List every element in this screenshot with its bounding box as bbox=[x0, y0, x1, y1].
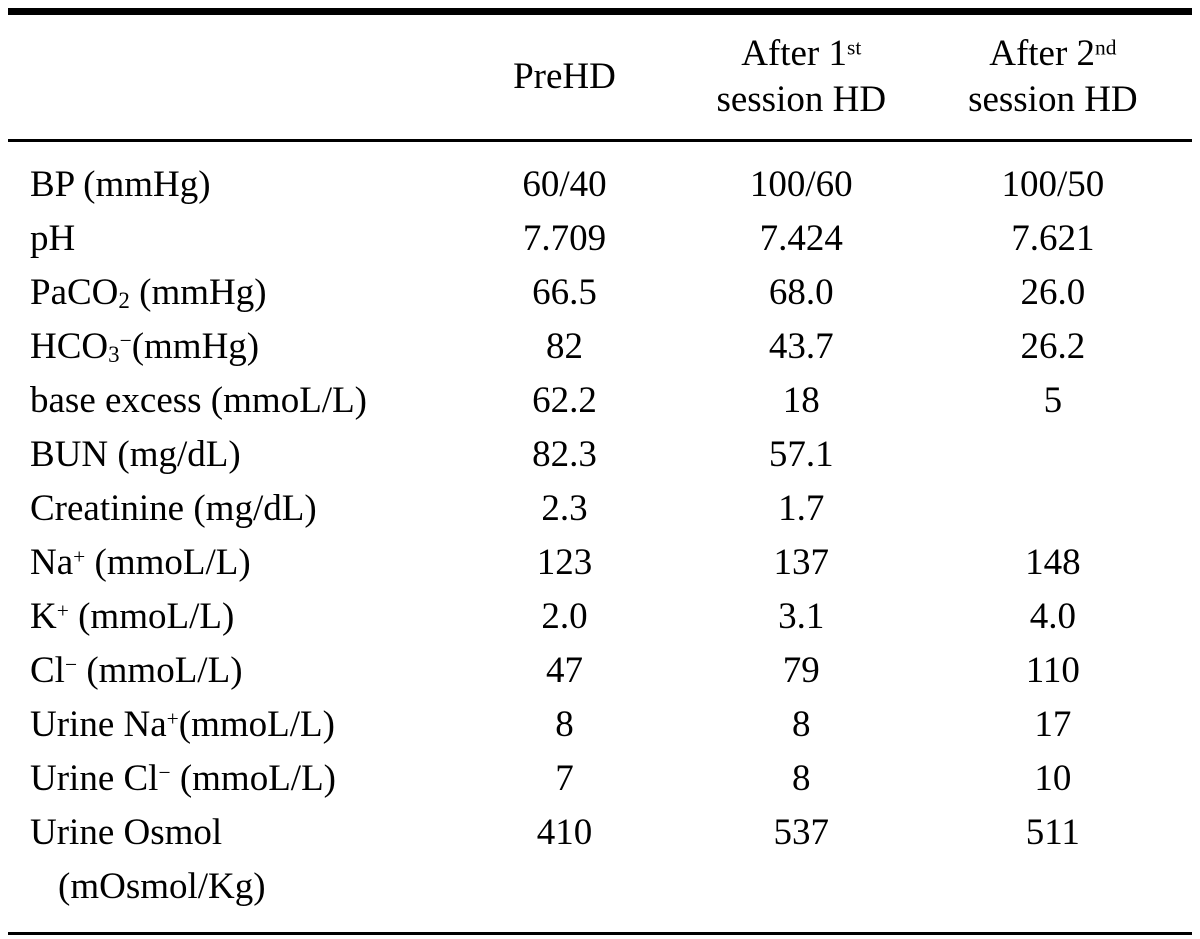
cell-prehd: 62.2 bbox=[532, 380, 597, 421]
ordinal-superscript: st bbox=[847, 35, 862, 60]
cell-after-1st: 68.0 bbox=[768, 272, 834, 313]
cell-after-1st: 137 bbox=[773, 542, 830, 583]
cell-after-2nd: 10 bbox=[1034, 758, 1072, 799]
cell-prehd: 2.0 bbox=[541, 596, 588, 637]
table-row-na: Na+ (mmoL/L) 123 137 148 bbox=[8, 536, 1192, 590]
column-header-line2: session HD bbox=[968, 79, 1138, 120]
cell-after-2nd bbox=[914, 428, 1192, 482]
row-label: K+ (mmoL/L) bbox=[30, 596, 235, 637]
table-row-creatinine: Creatinine (mg/dL) 2.3 1.7 bbox=[8, 482, 1192, 536]
header-row: PreHD After 1st session HD After 2nd sessi… bbox=[8, 11, 1192, 142]
corner-blank-cell bbox=[8, 11, 441, 142]
cell-after-1st: 3.1 bbox=[778, 596, 825, 637]
cell-after-1st: 100/60 bbox=[749, 164, 853, 205]
cell-prehd: 82.3 bbox=[532, 434, 597, 475]
cell-after-1st: 537 bbox=[773, 812, 830, 853]
column-header-line1: PreHD bbox=[513, 56, 616, 97]
cell-after-2nd: 26.2 bbox=[1020, 326, 1086, 367]
ordinal-superscript: nd bbox=[1095, 35, 1117, 60]
column-header-line1: After 1st bbox=[741, 33, 862, 74]
lab-results-table: PreHD After 1st session HD After 2nd sessi… bbox=[8, 8, 1192, 935]
cell-after-2nd: 7.621 bbox=[1011, 218, 1095, 259]
table-row-k: K+ (mmoL/L) 2.0 3.1 4.0 bbox=[8, 590, 1192, 644]
cell-after-2nd: 4.0 bbox=[1029, 596, 1076, 637]
row-label: Urine Na+(mmoL/L) bbox=[30, 704, 335, 745]
row-label: BP (mmHg) bbox=[30, 164, 211, 205]
table-row-urine-osmol: Urine Osmol (mOsmol/Kg) 410 537 511 bbox=[8, 806, 1192, 934]
cell-after-2nd: 17 bbox=[1034, 704, 1072, 745]
row-label: pH bbox=[30, 218, 76, 259]
table-row-hco3: HCO3−(mmHg) 82 43.7 26.2 bbox=[8, 320, 1192, 374]
cell-prehd: 47 bbox=[545, 650, 583, 691]
cell-prehd: 123 bbox=[536, 542, 593, 583]
cell-after-2nd: 5 bbox=[1043, 380, 1063, 421]
cell-after-1st: 1.7 bbox=[778, 488, 825, 529]
column-header-line2: session HD bbox=[716, 79, 887, 120]
paper-table-page: PreHD After 1st session HD After 2nd sessi… bbox=[0, 8, 1200, 939]
row-label: base excess (mmoL/L) bbox=[30, 380, 367, 421]
cell-prehd: 66.5 bbox=[532, 272, 597, 313]
table-row-bun: BUN (mg/dL) 82.3 57.1 bbox=[8, 428, 1192, 482]
table-header: PreHD After 1st session HD After 2nd sessi… bbox=[8, 11, 1192, 142]
cell-after-1st: 8 bbox=[792, 704, 811, 745]
cell-prehd: 60/40 bbox=[522, 164, 607, 205]
cell-after-1st: 79 bbox=[782, 650, 820, 691]
table-body: BP (mmHg) 60/40 100/60 100/50 pH 7.709 7… bbox=[8, 141, 1192, 934]
table-row-paco2: PaCO2 (mmHg) 66.5 68.0 26.0 bbox=[8, 266, 1192, 320]
column-header-after-1st: After 1st session HD bbox=[688, 11, 914, 142]
cell-after-2nd: 26.0 bbox=[1020, 272, 1086, 313]
cell-prehd: 82 bbox=[545, 326, 583, 367]
row-label: Na+ (mmoL/L) bbox=[30, 542, 251, 583]
row-label: PaCO2 (mmHg) bbox=[30, 272, 267, 314]
row-label-line2: (mOsmol/Kg) bbox=[58, 866, 266, 907]
cell-after-1st: 57.1 bbox=[768, 434, 834, 475]
cell-prehd: 7.709 bbox=[522, 218, 607, 259]
row-label: Urine Cl− (mmoL/L) bbox=[30, 758, 336, 799]
cell-after-2nd: 100/50 bbox=[1001, 164, 1105, 205]
cell-prehd: 2.3 bbox=[541, 488, 588, 529]
row-label: HCO3−(mmHg) bbox=[30, 326, 260, 368]
cell-after-1st: 18 bbox=[782, 380, 820, 421]
row-label: Urine Osmol (mOsmol/Kg) bbox=[8, 806, 440, 934]
row-label: BUN (mg/dL) bbox=[30, 434, 241, 475]
table-row-bp: BP (mmHg) 60/40 100/60 100/50 bbox=[8, 141, 1192, 213]
table-row-cl: Cl− (mmoL/L) 47 79 110 bbox=[8, 644, 1192, 698]
cell-prehd: 410 bbox=[536, 812, 593, 853]
row-label: Cl− (mmoL/L) bbox=[30, 650, 243, 691]
cell-after-1st: 8 bbox=[792, 758, 811, 799]
column-header-after-2nd: After 2nd session HD bbox=[913, 11, 1192, 142]
cell-after-2nd bbox=[914, 482, 1192, 536]
cell-after-1st: 43.7 bbox=[768, 326, 834, 367]
cell-after-1st: 7.424 bbox=[759, 218, 843, 259]
table-row-ph: pH 7.709 7.424 7.621 bbox=[8, 212, 1192, 266]
cell-prehd: 7 bbox=[555, 758, 574, 799]
cell-after-2nd: 511 bbox=[1025, 812, 1080, 853]
column-header-line1: After 2nd bbox=[989, 33, 1117, 74]
cell-prehd: 8 bbox=[555, 704, 574, 745]
row-label: Creatinine (mg/dL) bbox=[30, 488, 317, 529]
column-header-prehd: PreHD bbox=[440, 11, 689, 142]
table-row-base-excess: base excess (mmoL/L) 62.2 18 5 bbox=[8, 374, 1192, 428]
table-row-urine-cl: Urine Cl− (mmoL/L) 7 8 10 bbox=[8, 752, 1192, 806]
cell-after-2nd: 110 bbox=[1025, 650, 1080, 691]
cell-after-2nd: 148 bbox=[1025, 542, 1081, 583]
table-row-urine-na: Urine Na+(mmoL/L) 8 8 17 bbox=[8, 698, 1192, 752]
